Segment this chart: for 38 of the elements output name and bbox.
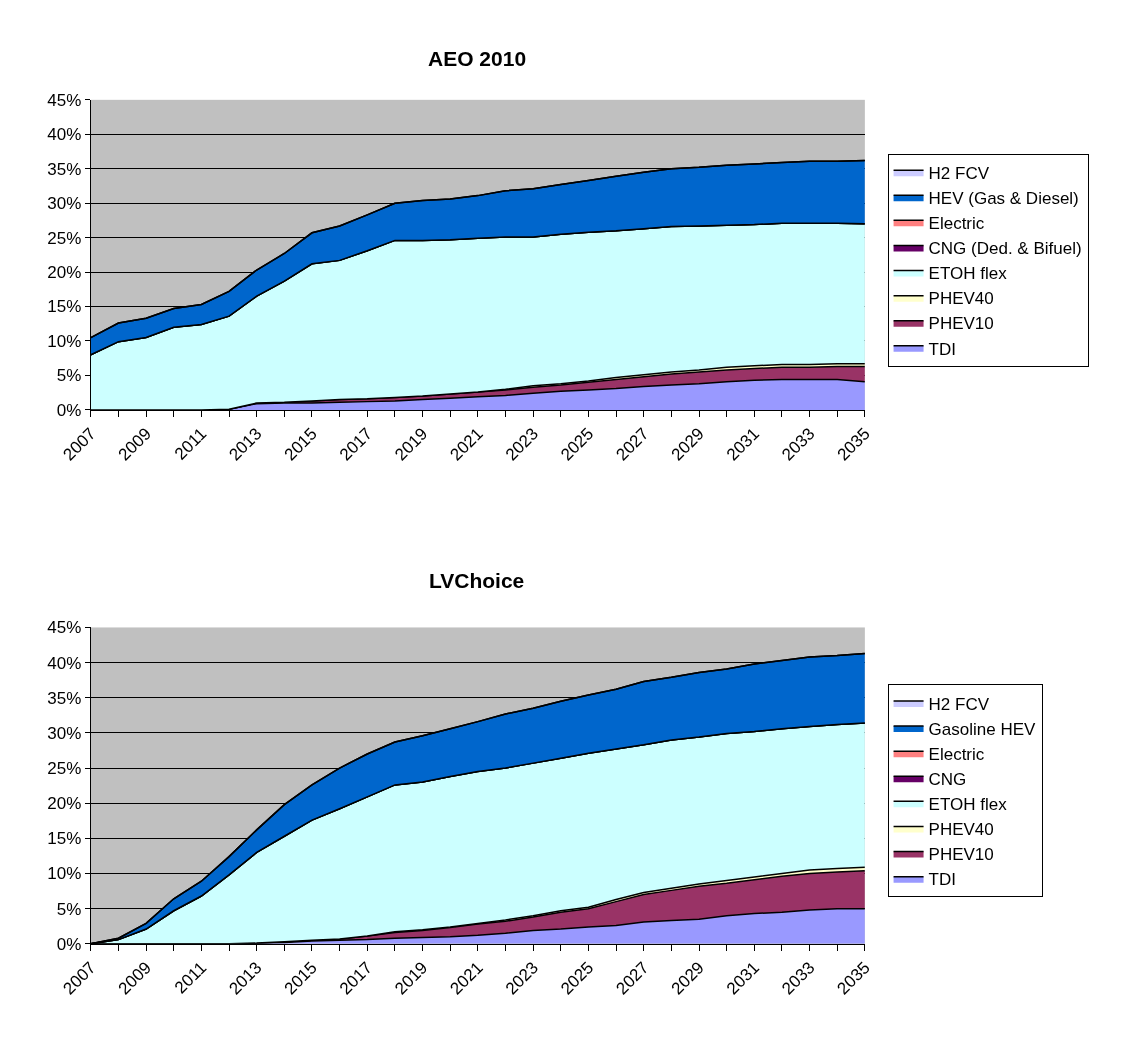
legend-label: TDI — [928, 339, 956, 359]
y-tick-label: 15% — [47, 297, 82, 317]
y-tick-label: 10% — [47, 331, 82, 351]
legend-label: Gasoline HEV — [928, 719, 1036, 739]
y-tick-label: 10% — [47, 864, 82, 884]
legend-label: PHEV40 — [928, 820, 994, 840]
y-tick-label: 45% — [47, 618, 82, 638]
y-tick-label: 30% — [47, 723, 82, 743]
legend-label: PHEV10 — [928, 845, 994, 865]
y-tick-label: 35% — [47, 159, 82, 179]
legend-label: Electric — [928, 214, 985, 233]
legend-label: TDI — [928, 870, 956, 890]
y-tick-label: 35% — [47, 688, 82, 708]
y-tick-label: 15% — [47, 829, 82, 849]
y-tick-label: 5% — [56, 899, 82, 919]
legend-label: H2 FCV — [928, 694, 990, 714]
y-tick-label: 40% — [47, 125, 82, 145]
legend-label: PHEV10 — [928, 314, 994, 334]
y-tick-label: 5% — [56, 366, 82, 386]
y-tick-label: 25% — [47, 759, 82, 778]
y-tick-label: 45% — [47, 90, 82, 110]
legend-label: CNG — [928, 769, 967, 789]
legend-label: ETOH flex — [928, 794, 1008, 814]
legend-label: ETOH flex — [928, 264, 1008, 284]
legend-label: HEV (Gas & Diesel) — [928, 188, 1079, 208]
chart-title: LVChoice — [429, 569, 525, 592]
legend-label: Electric — [928, 744, 985, 764]
y-tick-label: 0% — [56, 934, 82, 954]
y-tick-label: 40% — [47, 653, 82, 673]
y-tick-label: 20% — [47, 263, 82, 283]
chart-title: AEO 2010 — [428, 47, 527, 70]
y-tick-label: 0% — [56, 400, 82, 420]
y-tick-label: 25% — [47, 228, 82, 248]
legend-label: H2 FCV — [928, 163, 990, 183]
y-tick-label: 30% — [47, 194, 82, 214]
legend-label: CNG (Ded. & Bifuel) — [928, 239, 1082, 259]
legend-label: PHEV40 — [928, 289, 994, 309]
y-tick-label: 20% — [47, 794, 82, 814]
